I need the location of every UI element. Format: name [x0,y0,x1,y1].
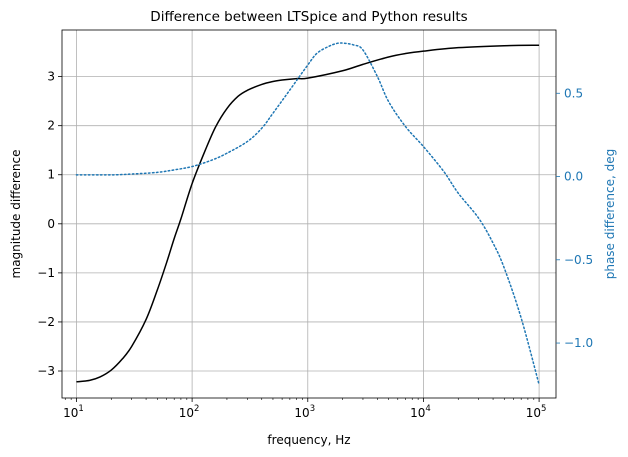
x-tick-label: 103 [294,404,315,420]
y-tick-label: −1 [37,266,55,280]
y2-tick-label: −0.5 [564,253,593,267]
phase-difference-line [75,42,540,386]
series-layer [75,42,540,386]
x-tick-label: 104 [410,404,431,420]
y-axis-left: −3 −2 −1 0 1 2 3 [37,70,62,378]
y2-tick-label: 0.0 [564,170,583,184]
y-tick-label: 2 [47,119,55,133]
magnitude-difference-line [76,44,540,383]
y-axis-label: magnitude difference [9,150,23,279]
y-axis-right: −1.0 −0.5 0.0 0.5 [556,86,593,350]
y-tick-label: 1 [47,168,55,182]
y2-tick-label: −1.0 [564,336,593,350]
x-tick-label: 102 [179,404,200,420]
y-tick-label: 3 [47,70,55,84]
x-tick-label: 101 [63,404,84,420]
y2-tick-label: 0.5 [564,86,583,100]
y-tick-label: 0 [47,217,55,231]
y-tick-label: −3 [37,364,55,378]
y-tick-label: −2 [37,315,55,329]
x-axis: 101 102 103 104 105 [63,398,546,420]
x-axis-label: frequency, Hz [267,433,350,447]
plot-frame [61,29,557,399]
x-tick-label: 105 [526,404,547,420]
y2-axis-label: phase difference, deg [603,149,617,280]
chart-title: Difference between LTSpice and Python re… [150,9,467,25]
